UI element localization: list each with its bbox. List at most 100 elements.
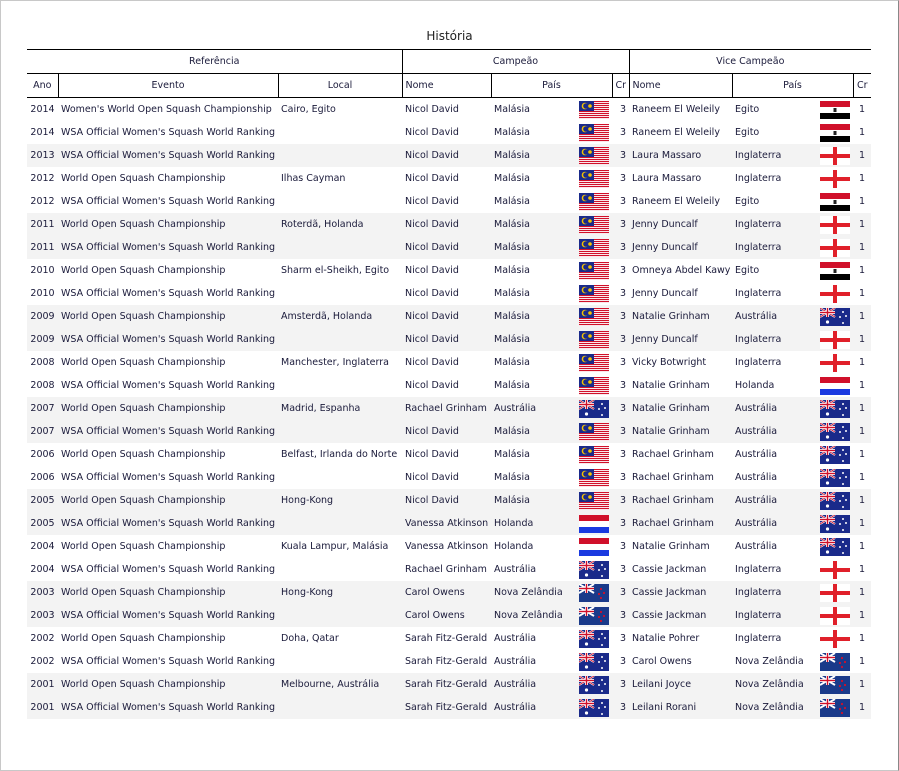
table-row: 2009 WSA Official Women's Squash World Ra… — [27, 328, 872, 351]
table-title: História — [426, 29, 473, 43]
champion-country: Malásia — [494, 173, 530, 184]
champion-country-cell: Malásia — [491, 167, 612, 190]
runner-up-name: Laura Massaro — [629, 144, 733, 167]
champion-name: Nicol David — [405, 449, 459, 460]
location: Hong-Kong — [278, 581, 403, 604]
year: 2014 — [30, 104, 55, 115]
netherlands-flag-icon — [820, 376, 851, 395]
header-local: Local — [277, 73, 403, 98]
champion-country: Austrália — [494, 679, 537, 690]
champion-country-cell: Austrália — [491, 696, 613, 719]
year: 2003 — [27, 581, 58, 604]
england-flag-icon — [820, 146, 851, 165]
table-row: 2011 WSA Official Women's Squash World Ra… — [27, 236, 872, 259]
malaysia-flag-icon — [579, 445, 610, 464]
location — [278, 282, 402, 305]
runner-up-country: Austrália — [735, 403, 778, 414]
runner-up-country-cell: Austrália — [732, 443, 853, 466]
malaysia-flag-icon — [579, 307, 610, 326]
runner-up-name: Natalie Grinham — [632, 541, 710, 552]
location: Madrid, Espanha — [278, 397, 403, 420]
malaysia-flag-icon — [579, 238, 610, 257]
runner-up-name: Jenny Duncalf — [629, 328, 733, 351]
champion-cr: 3 — [612, 397, 630, 420]
champion-country-cell: Malásia — [491, 121, 612, 144]
location: Manchester, Inglaterra — [281, 357, 389, 368]
champion-country-cell: Malásia — [491, 236, 613, 259]
event: WSA Official Women's Squash World Rankin… — [61, 472, 276, 483]
champion-country: Malásia — [494, 219, 530, 230]
champion-country-cell: Malásia — [491, 351, 612, 374]
table-row: 2008 WSA Official Women's Squash World Ra… — [27, 374, 871, 397]
year: 2011 — [27, 213, 58, 236]
champion-name: Rachael Grinham — [405, 564, 487, 575]
table-row: 2014 Women's World Open Squash Championsh… — [27, 98, 871, 122]
year: 2002 — [30, 656, 55, 667]
year: 2001 — [27, 696, 58, 719]
malaysia-flag-icon — [579, 261, 610, 280]
runner-up-country: Egito — [735, 104, 760, 115]
runner-up-name: Leilani Rorani — [629, 696, 733, 719]
runner-up-country: Austrália — [735, 518, 778, 529]
runner-up-name: Natalie Grinham — [629, 305, 733, 328]
australia-flag-icon — [819, 536, 851, 556]
champion-country-cell: Malásia — [491, 213, 613, 236]
australia-flag-icon — [578, 559, 610, 579]
new-zealand-flag-icon — [819, 674, 851, 694]
champion-cr: 3 — [612, 512, 630, 535]
champion-name: Sarah Fitz-Gerald — [402, 673, 492, 696]
england-flag-icon — [820, 330, 851, 349]
netherlands-flag-icon — [579, 537, 610, 556]
year: 2004 — [30, 564, 55, 575]
champion-cr: 3 — [612, 144, 630, 167]
runner-up-country-cell: Inglaterra — [732, 282, 853, 305]
event: World Open Squash Championship — [58, 489, 278, 512]
runner-up-name: Natalie Grinham — [632, 380, 710, 391]
location — [278, 558, 402, 581]
malaysia-flag-icon — [579, 146, 610, 165]
champion-cr: 3 — [612, 305, 630, 328]
australia-flag-icon — [819, 513, 851, 533]
england-flag-icon — [820, 215, 851, 234]
champion-country: Austrália — [494, 702, 537, 713]
event: World Open Squash Championship — [61, 173, 226, 184]
champion-cr: 3 — [619, 380, 627, 391]
runner-up-country: Inglaterra — [735, 288, 782, 299]
table-row: 2008 World Open Squash Championship Manche… — [27, 351, 871, 374]
table-row: 2003 WSA Official Women's Squash World Ra… — [27, 604, 872, 627]
champion-country-cell: Malásia — [491, 190, 612, 213]
australia-flag-icon — [578, 628, 610, 648]
runner-up-country-cell: Inglaterra — [732, 627, 853, 650]
table-row: 2001 World Open Squash Championship Melbou… — [27, 673, 872, 696]
runner-up-cr: 1 — [853, 673, 872, 696]
runner-up-cr: 1 — [859, 127, 866, 138]
runner-up-name: Rachael Grinham — [632, 449, 714, 460]
year: 2010 — [30, 288, 55, 299]
champion-country-cell: Nova Zelândia — [491, 581, 613, 604]
malaysia-flag-icon — [579, 491, 610, 510]
malaysia-flag-icon — [579, 353, 610, 372]
runner-up-name: Jenny Duncalf — [629, 213, 733, 236]
runner-up-country: Austrália — [735, 495, 778, 506]
champion-country-cell: Malásia — [491, 98, 612, 122]
runner-up-cr: 1 — [853, 489, 872, 512]
location — [278, 374, 402, 397]
table-row: 2006 WSA Official Women's Squash World Ra… — [27, 466, 871, 489]
runner-up-cr: 1 — [859, 357, 866, 368]
runner-up-cr: 1 — [853, 328, 872, 351]
champion-country-cell: Malásia — [491, 305, 613, 328]
year: 2011 — [27, 236, 58, 259]
runner-up-cr: 1 — [853, 305, 872, 328]
champion-name: Sarah Fitz-Gerald — [402, 696, 492, 719]
location: Sharm el-Sheikh, Egito — [281, 265, 390, 276]
group-vice: Vice Campeão — [628, 49, 872, 74]
champion-country: Malásia — [494, 472, 530, 483]
champion-country: Malásia — [494, 357, 530, 368]
runner-up-country-cell: Egito — [732, 121, 853, 144]
champion-name: Nicol David — [402, 489, 492, 512]
champion-country: Malásia — [494, 127, 530, 138]
header-pais-vice: País — [731, 73, 854, 98]
history-table: Referência Campeão Vice Campeão Ano Even… — [27, 49, 872, 719]
year: 2004 — [30, 541, 55, 552]
year: 2009 — [27, 328, 58, 351]
